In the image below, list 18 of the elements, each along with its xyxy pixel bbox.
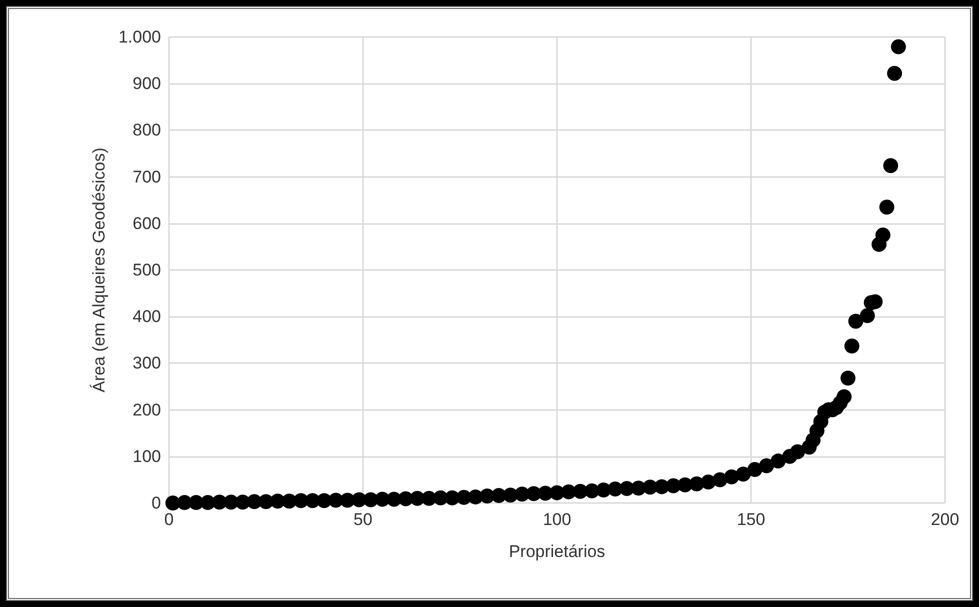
y-axis-title: Área (em Alqueires Geodésicos) xyxy=(90,148,109,392)
x-tick-label: 50 xyxy=(354,510,372,529)
y-tick-label: 400 xyxy=(132,307,161,326)
y-tick-label: 700 xyxy=(132,167,161,186)
x-axis-title: Proprietários xyxy=(508,542,606,561)
y-tick-label: 800 xyxy=(132,120,161,140)
y-tick-label: 900 xyxy=(132,74,161,94)
y-tick-label: 1.000 xyxy=(118,28,161,46)
y-tick-label: 0 xyxy=(152,494,161,512)
x-tick-label: 100 xyxy=(542,510,572,529)
y-tick-label: 100 xyxy=(132,446,161,466)
y-tick-label: 500 xyxy=(132,260,161,280)
x-tick-label: 150 xyxy=(736,510,766,529)
x-tick-label: 200 xyxy=(930,510,960,529)
y-tick-label: 200 xyxy=(132,400,161,420)
x-tick-label: 0 xyxy=(164,510,174,529)
y-tick-label: 300 xyxy=(132,354,161,373)
y-tick-label: 600 xyxy=(132,214,161,233)
